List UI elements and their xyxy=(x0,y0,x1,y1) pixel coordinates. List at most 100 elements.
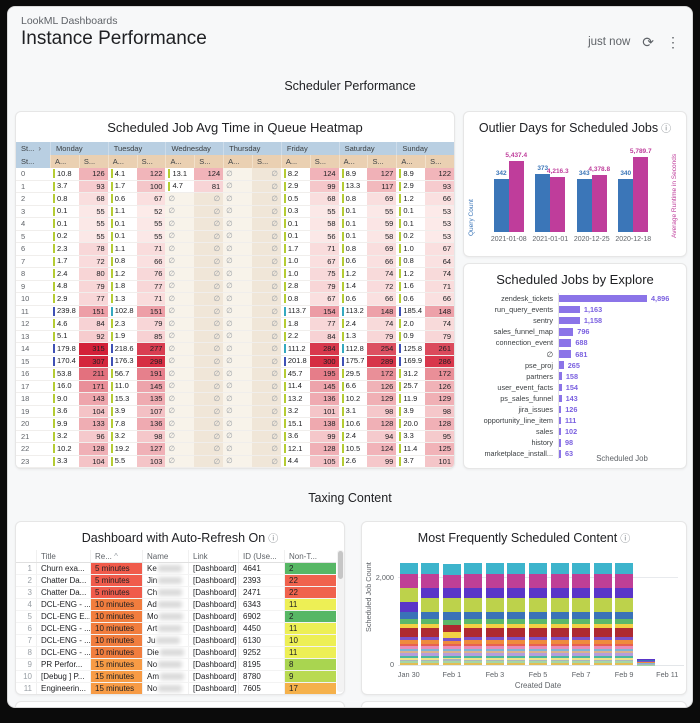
heatmap-day-header[interactable]: Saturday xyxy=(338,142,397,155)
heatmap-cell-avg[interactable]: ∅ xyxy=(223,255,253,267)
outlier-query-bar[interactable]: 343 xyxy=(576,170,592,232)
cell-refresh-rate[interactable]: 10 minutes xyxy=(90,623,142,634)
outlier-runtime-bar[interactable]: 4,378.8 xyxy=(588,166,610,232)
heatmap-cell-sum[interactable]: 286 xyxy=(425,355,454,367)
cell-non-t-value[interactable]: 8 xyxy=(284,659,336,670)
info-icon[interactable]: ⓘ xyxy=(268,534,279,545)
heatmap-cell-sum[interactable]: ∅ xyxy=(252,230,281,242)
heatmap-cell-avg[interactable]: 3.7 xyxy=(50,181,79,193)
heatmap-cell-sum[interactable]: 79 xyxy=(425,330,454,342)
heatmap-cell-avg[interactable]: 11.9 xyxy=(396,393,425,405)
heatmap-cell-avg[interactable]: 1.0 xyxy=(281,268,310,280)
heatmap-cell-sum[interactable]: 148 xyxy=(367,305,397,317)
stacked-bar[interactable] xyxy=(572,563,591,666)
heatmap-cell-sum[interactable]: 53 xyxy=(425,218,454,230)
heatmap-cell-avg[interactable]: 9.9 xyxy=(50,418,79,430)
heatmap-cell-sum[interactable]: ∅ xyxy=(194,305,224,317)
cell-dashboard-link[interactable]: [Dashboard] xyxy=(188,587,238,598)
heatmap-cell-sum[interactable]: ∅ xyxy=(194,355,224,367)
heatmap-cell-avg[interactable]: 1.7 xyxy=(50,256,79,268)
heatmap-cell-avg[interactable]: 239.8 xyxy=(50,306,79,318)
heatmap-cell-avg[interactable]: 1.2 xyxy=(108,268,137,280)
heatmap-cell-avg[interactable]: 0.5 xyxy=(281,193,310,205)
heatmap-cell-avg[interactable]: 3.3 xyxy=(396,431,425,443)
heatmap-cell-avg[interactable]: 10.8 xyxy=(50,168,79,180)
heatmap-cell-sum[interactable]: 79 xyxy=(309,280,339,292)
scrollbar-thumb[interactable] xyxy=(338,551,343,579)
heatmap-cell-avg[interactable]: 112.8 xyxy=(339,343,368,355)
heatmap-cell-avg[interactable]: 2.6 xyxy=(339,456,368,468)
heatmap-cell-sum[interactable]: ∅ xyxy=(194,205,224,217)
heatmap-cell-sum[interactable]: ∅ xyxy=(252,355,281,367)
heatmap-cell-sum[interactable]: 136 xyxy=(309,393,339,405)
heatmap-cell-avg[interactable]: ∅ xyxy=(223,405,253,417)
heatmap-cell-sum[interactable]: ∅ xyxy=(252,218,281,230)
heatmap-cell-sum[interactable]: 99 xyxy=(367,455,397,467)
heatmap-sum-header[interactable]: S... xyxy=(309,155,339,168)
heatmap-cell-avg[interactable]: ∅ xyxy=(223,230,253,242)
heatmap-cell-sum[interactable]: 99 xyxy=(309,180,339,192)
heatmap-cell-avg[interactable]: 2.4 xyxy=(50,268,79,280)
explore-bar[interactable] xyxy=(559,439,561,447)
heatmap-cell-sum[interactable]: 77 xyxy=(78,293,108,305)
cell-refresh-rate[interactable]: 10 minutes xyxy=(90,635,142,646)
heatmap-cell-sum[interactable]: 172 xyxy=(367,368,397,380)
heatmap-cell-avg[interactable]: 0.8 xyxy=(108,256,137,268)
heatmap-cell-avg[interactable]: 0.9 xyxy=(396,331,425,343)
heatmap-cell-sum[interactable]: 171 xyxy=(78,380,108,392)
heatmap-cell-sum[interactable]: 66 xyxy=(367,255,397,267)
heatmap-cell-avg[interactable]: 2.9 xyxy=(281,181,310,193)
heatmap-cell-sum[interactable]: ∅ xyxy=(252,443,281,455)
heatmap-cell-sum[interactable]: 129 xyxy=(367,393,397,405)
heatmap-cell-sum[interactable]: 67 xyxy=(309,255,339,267)
heatmap-cell-sum[interactable]: 75 xyxy=(309,268,339,280)
heatmap-cell-sum[interactable]: ∅ xyxy=(194,330,224,342)
heatmap-cell-sum[interactable]: 128 xyxy=(425,418,454,430)
column-header-title[interactable]: Title xyxy=(36,550,90,562)
heatmap-cell-avg[interactable]: 8.2 xyxy=(281,168,310,180)
heatmap-cell-avg[interactable]: 2.4 xyxy=(339,431,368,443)
cell-refresh-rate[interactable]: 15 minutes xyxy=(90,683,142,694)
heatmap-cell-avg[interactable]: 5.1 xyxy=(50,331,79,343)
table-row[interactable]: 2 Chatter Da... 5 minutes Jin [Dashboard] 239… xyxy=(16,575,336,587)
cell-dashboard-link[interactable]: [Dashboard] xyxy=(188,611,238,622)
heatmap-cell-sum[interactable]: ∅ xyxy=(194,443,224,455)
heatmap-cell-avg[interactable]: 0.3 xyxy=(281,206,310,218)
cell-title[interactable]: DCL-ENG - ... xyxy=(36,599,90,610)
heatmap-cell-avg[interactable]: ∅ xyxy=(223,418,253,430)
heatmap-cell-sum[interactable]: ∅ xyxy=(194,280,224,292)
heatmap-cell-avg[interactable]: 0.2 xyxy=(50,231,79,243)
heatmap-cell-avg[interactable]: 4.4 xyxy=(281,456,310,468)
heatmap-cell-sum[interactable]: 74 xyxy=(367,318,397,330)
heatmap-cell-avg[interactable]: 0.6 xyxy=(339,293,368,305)
cell-dashboard-link[interactable]: [Dashboard] xyxy=(188,659,238,670)
heatmap-cell-avg[interactable]: ∅ xyxy=(223,443,253,455)
stacked-bar[interactable] xyxy=(507,563,526,666)
cell-dashboard-link[interactable]: [Dashboard] xyxy=(188,635,238,646)
heatmap-cell-sum[interactable]: 148 xyxy=(425,305,454,317)
heatmap-cell-avg[interactable]: 1.0 xyxy=(396,243,425,255)
heatmap-cell-sum[interactable]: 145 xyxy=(309,380,339,392)
stacked-bar[interactable] xyxy=(485,563,504,666)
heatmap-cell-avg[interactable]: 1.8 xyxy=(108,281,137,293)
heatmap-cell-sum[interactable]: ∅ xyxy=(252,330,281,342)
heatmap-cell-sum[interactable]: 284 xyxy=(309,343,339,355)
heatmap-cell-sum[interactable]: ∅ xyxy=(194,393,224,405)
heatmap-cell-avg[interactable]: 169.9 xyxy=(396,356,425,368)
outlier-query-bar[interactable]: 340 xyxy=(618,170,634,232)
heatmap-cell-avg[interactable]: 1.8 xyxy=(281,318,310,330)
heatmap-cell-avg[interactable]: 1.3 xyxy=(339,331,368,343)
heatmap-cell-sum[interactable]: ∅ xyxy=(194,293,224,305)
column-header-link[interactable]: Link xyxy=(188,550,238,562)
heatmap-cell-sum[interactable]: 124 xyxy=(367,443,397,455)
heatmap-cell-sum[interactable]: 84 xyxy=(309,330,339,342)
outlier-runtime-bar[interactable]: 4,216.3 xyxy=(547,168,569,232)
heatmap-cell-sum[interactable]: 64 xyxy=(425,255,454,267)
heatmap-cell-sum[interactable]: 95 xyxy=(425,430,454,442)
heatmap-cell-avg[interactable]: 4.7 xyxy=(165,181,194,193)
heatmap-cell-avg[interactable]: 3.3 xyxy=(50,456,79,468)
heatmap-cell-avg[interactable]: 3.6 xyxy=(50,406,79,418)
cell-title[interactable]: DCL-ENG - ... xyxy=(36,635,90,646)
outlier-query-bar[interactable]: 342 xyxy=(493,170,509,232)
column-header-id[interactable]: ID (Use... xyxy=(238,550,284,562)
